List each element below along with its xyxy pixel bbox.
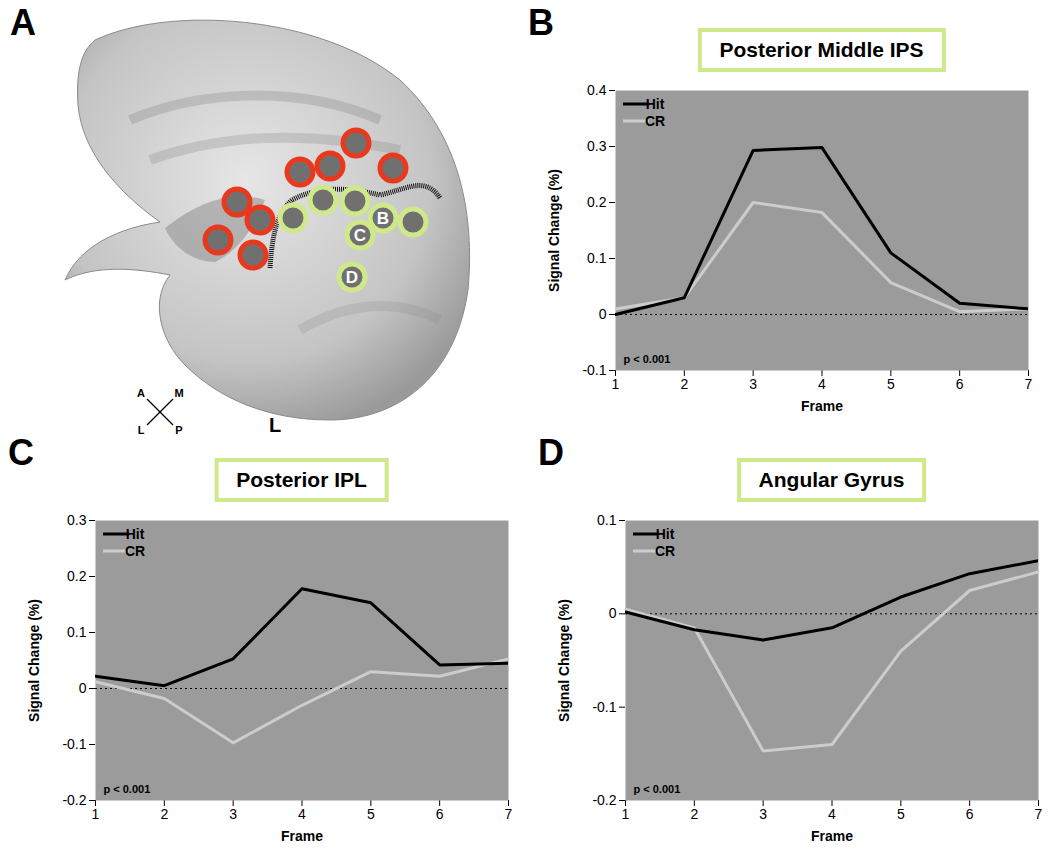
- svg-text:3: 3: [749, 376, 757, 392]
- svg-text:1: 1: [622, 806, 630, 822]
- svg-text:C: C: [354, 226, 366, 245]
- svg-text:A: A: [137, 387, 145, 399]
- svg-text:M: M: [174, 387, 183, 399]
- svg-text:1: 1: [92, 806, 100, 822]
- svg-text:6: 6: [966, 806, 974, 822]
- svg-text:0.3: 0.3: [67, 512, 87, 528]
- svg-text:0.1: 0.1: [67, 624, 87, 640]
- svg-text:7: 7: [505, 806, 513, 822]
- svg-text:p < 0.001: p < 0.001: [634, 783, 681, 795]
- svg-text:B: B: [377, 209, 389, 228]
- svg-text:6: 6: [436, 806, 444, 822]
- svg-text:6: 6: [956, 376, 964, 392]
- svg-text:L: L: [138, 424, 145, 436]
- html-text:Posterior Middle IPS: Posterior Middle IPS: [719, 38, 924, 61]
- svg-text:Hit: Hit: [646, 96, 665, 112]
- html-text:D: D: [538, 432, 564, 473]
- html-text:A: A: [10, 2, 36, 43]
- svg-text:5: 5: [887, 376, 895, 392]
- svg-text:0: 0: [599, 306, 607, 322]
- svg-text:-0.2: -0.2: [62, 792, 86, 808]
- html-text:Angular Gyrus: Angular Gyrus: [758, 468, 905, 491]
- svg-text:p < 0.001: p < 0.001: [624, 353, 671, 365]
- svg-text:Signal Change (%): Signal Change (%): [26, 599, 42, 722]
- svg-text:-0.1: -0.1: [582, 362, 606, 378]
- svg-text:CR: CR: [645, 113, 665, 129]
- svg-text:-0.2: -0.2: [592, 792, 616, 808]
- svg-text:2: 2: [160, 806, 168, 822]
- svg-text:L: L: [269, 414, 281, 436]
- html-text:B: B: [528, 2, 554, 43]
- svg-text:0.4: 0.4: [587, 82, 607, 98]
- svg-text:7: 7: [1025, 376, 1033, 392]
- svg-text:Signal Change (%): Signal Change (%): [556, 599, 572, 722]
- svg-text:0.2: 0.2: [67, 568, 87, 584]
- svg-text:-0.1: -0.1: [62, 736, 86, 752]
- svg-text:3: 3: [229, 806, 237, 822]
- svg-text:5: 5: [367, 806, 375, 822]
- svg-text:Frame: Frame: [811, 828, 853, 844]
- svg-text:Signal Change (%): Signal Change (%): [546, 169, 562, 292]
- svg-text:4: 4: [298, 806, 306, 822]
- svg-text:0.3: 0.3: [587, 138, 607, 154]
- svg-text:4: 4: [828, 806, 836, 822]
- svg-text:Hit: Hit: [656, 526, 675, 542]
- svg-text:CR: CR: [125, 543, 145, 559]
- svg-text:3: 3: [759, 806, 767, 822]
- svg-text:P: P: [175, 424, 182, 436]
- svg-text:0: 0: [609, 605, 617, 621]
- svg-text:2: 2: [690, 806, 698, 822]
- svg-text:Frame: Frame: [281, 828, 323, 844]
- html-text:C: C: [8, 432, 34, 473]
- svg-text:4: 4: [818, 376, 826, 392]
- svg-text:CR: CR: [655, 543, 675, 559]
- svg-text:2: 2: [680, 376, 688, 392]
- svg-text:0.2: 0.2: [587, 194, 607, 210]
- svg-text:D: D: [346, 268, 358, 287]
- svg-text:1: 1: [612, 376, 620, 392]
- svg-text:Frame: Frame: [801, 398, 843, 414]
- svg-text:5: 5: [897, 806, 905, 822]
- svg-text:0.1: 0.1: [597, 512, 617, 528]
- svg-text:0.1: 0.1: [587, 250, 607, 266]
- svg-text:-0.1: -0.1: [592, 699, 616, 715]
- html-text:Posterior IPL: Posterior IPL: [236, 468, 367, 491]
- svg-text:p < 0.001: p < 0.001: [104, 783, 151, 795]
- svg-text:Hit: Hit: [126, 526, 145, 542]
- svg-text:7: 7: [1035, 806, 1043, 822]
- svg-text:0: 0: [79, 680, 87, 696]
